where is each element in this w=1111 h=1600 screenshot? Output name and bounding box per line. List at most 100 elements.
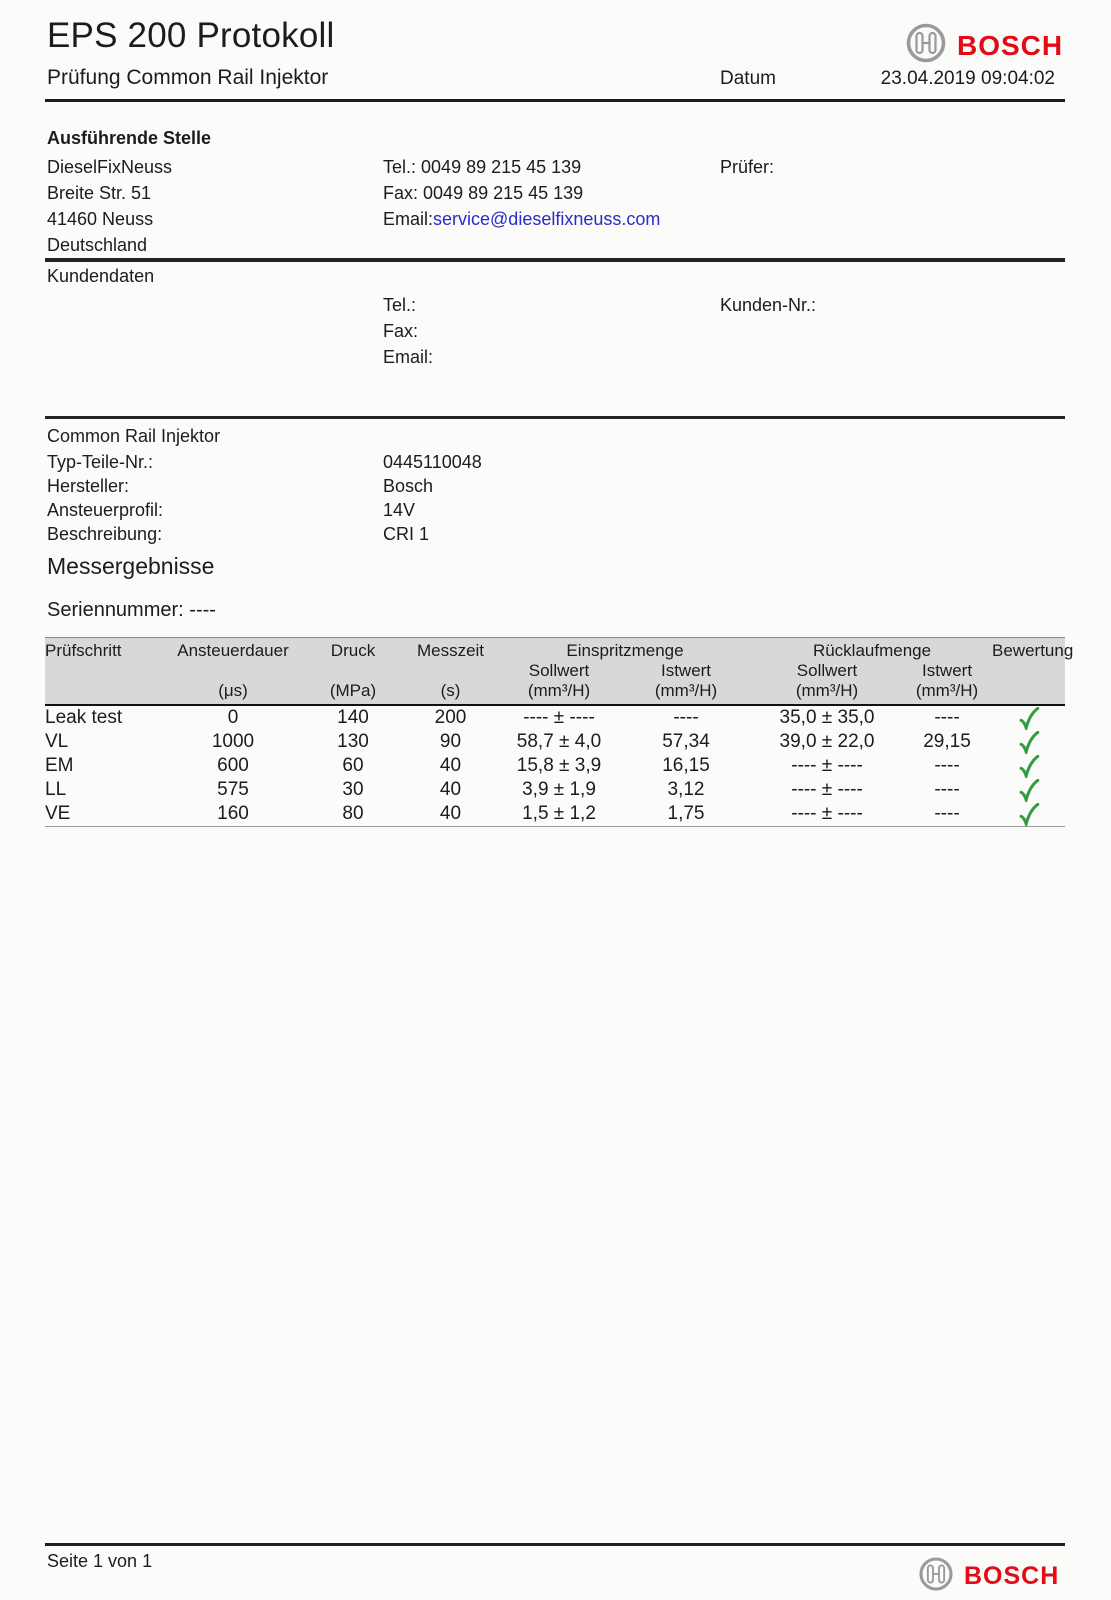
rating-pass-check-icon [992, 778, 1065, 802]
serial-value: ---- [189, 599, 216, 621]
page-title: EPS 200 Protokoll [47, 16, 335, 55]
customer-fax-label: Fax: [383, 321, 419, 341]
executing-site-address: DieselFixNeuss Breite Str. 51 41460 Neus… [47, 154, 172, 258]
customer-number-label: Kunden-Nr.: [720, 295, 817, 315]
col-return-flow: Rücklaufmenge [752, 637, 993, 661]
cell-inj-act: ---- [673, 707, 699, 729]
bosch-wordmark: BOSCH [964, 1562, 1060, 1590]
table-row: Leak test 0 140 200 ---- ± ---- ---- 35,… [45, 705, 1065, 730]
cell-ret-act: 29,15 [923, 731, 971, 753]
cell-ret-act: ---- [934, 755, 960, 777]
serial-label: Seriennummer: [47, 599, 184, 621]
description-label: Beschreibung: [47, 524, 163, 544]
serial-number-line: Seriennummer: ---- [47, 599, 216, 622]
customer-contact: Tel.: Fax: Email: [383, 292, 433, 370]
cell-duration: 0 [227, 707, 239, 729]
rating-pass-check-icon [992, 754, 1065, 778]
cell-step: EM [45, 755, 74, 777]
profile-label: Ansteuerprofil: [47, 500, 164, 520]
type-part-value: 0445110048 [383, 452, 482, 472]
manufacturer-label: Hersteller: [47, 476, 130, 496]
col-step: Prüfschritt [45, 637, 163, 661]
table-subheader-row: Sollwert Istwert Sollwert Istwert [45, 661, 1065, 681]
unit-us: (μs) [163, 681, 303, 706]
fax-label: Fax: [383, 183, 419, 203]
col-injection: Einspritzmenge [498, 637, 753, 661]
section-divider [45, 416, 1065, 419]
profile-value: 14V [383, 500, 416, 520]
unit-mpa: (MPa) [303, 681, 403, 706]
footer-divider [45, 1543, 1065, 1546]
address-line: 41460 Neuss [47, 209, 154, 229]
cell-pressure: 30 [342, 779, 364, 801]
cell-time: 40 [439, 755, 462, 777]
description-value: CRI 1 [383, 524, 430, 544]
col-time: Messzeit [403, 637, 498, 661]
email-line: Email:service@dieselfixneuss.com [383, 206, 660, 232]
cell-duration: 600 [217, 755, 249, 777]
cell-ret-set: 39,0 ± 22,0 [779, 731, 875, 753]
col-return-actual: Istwert [921, 661, 973, 680]
cell-ret-act: ---- [934, 707, 960, 729]
cell-time: 40 [403, 802, 498, 827]
cell-step: Leak test [45, 707, 123, 729]
cell-inj-set: 1,5 ± 1,2 [498, 802, 620, 827]
examiner-label: Prüfer: [720, 157, 775, 177]
rating-pass-check-icon [992, 730, 1065, 754]
customer-tel-label: Tel.: [383, 295, 417, 315]
customer-email-label: Email: [383, 347, 434, 367]
fax-value: 0049 89 215 45 139 [423, 183, 584, 203]
injector-labels: Typ-Teile-Nr.: Hersteller: Ansteuerprofi… [47, 450, 163, 546]
section-divider [45, 258, 1065, 262]
cell-ret-set: ---- ± ---- [791, 779, 863, 801]
cell-ret-act: ---- [934, 779, 960, 801]
date-label: Datum [720, 68, 776, 89]
results-heading: Messergebnisse [47, 553, 215, 579]
executing-site-heading: Ausführende Stelle [47, 128, 212, 148]
executing-site-contact: Tel.: 0049 89 215 45 139 Fax: 0049 89 21… [383, 154, 660, 232]
customer-heading: Kundendaten [47, 266, 155, 286]
tel-line: Tel.: 0049 89 215 45 139 [383, 154, 660, 180]
page-number: Seite 1 von 1 [47, 1551, 153, 1571]
cell-duration: 575 [217, 779, 249, 801]
unit-mm3h: (mm³/H) [752, 681, 903, 706]
email-link[interactable]: service@dieselfixneuss.com [433, 209, 661, 229]
type-part-label: Typ-Teile-Nr.: [47, 452, 154, 472]
email-label: Email: [383, 209, 434, 229]
cell-pressure: 130 [337, 731, 369, 753]
bosch-armature-icon [918, 1556, 954, 1597]
cell-ret-set: 35,0 ± 35,0 [779, 707, 875, 729]
cell-pressure: 80 [303, 802, 403, 827]
cell-inj-set: 3,9 ± 1,9 [522, 779, 596, 801]
bosch-logo: BOSCH [905, 22, 1063, 69]
table-row: VL 1000 130 90 58,7 ± 4,0 57,34 39,0 ± 2… [45, 730, 1065, 754]
manufacturer-value: Bosch [383, 476, 434, 496]
cell-ret-act: ---- [902, 802, 993, 827]
rating-pass-check-icon [992, 802, 1066, 827]
col-pressure: Druck [303, 637, 403, 661]
cell-ret-set: ---- ± ---- [752, 802, 903, 827]
cell-duration: 160 [163, 802, 303, 827]
cell-time: 40 [439, 779, 462, 801]
table-header-row: Prüfschritt Ansteuerdauer Druck Messzeit… [45, 637, 1073, 661]
injector-values: 0445110048 Bosch 14V CRI 1 [383, 450, 482, 546]
cell-pressure: 60 [342, 755, 364, 777]
table-row: VE 160 80 40 1,5 ± 1,2 1,75 ---- ± ---- … [45, 802, 1066, 827]
table-row: EM 600 60 40 15,8 ± 3,9 16,15 ---- ± ---… [45, 754, 1065, 778]
table-units-row: (μs) (MPa) (s) (mm³/H) (mm³/H) (mm³/H) (… [45, 681, 1066, 706]
cell-pressure: 140 [337, 707, 369, 729]
bosch-logo-footer: BOSCH [918, 1556, 1059, 1597]
col-rating: Bewertung [992, 637, 1073, 661]
col-injection-actual: Istwert [660, 661, 712, 680]
cell-inj-act: 57,34 [662, 731, 710, 753]
date-value: 23.04.2019 09:04:02 [880, 68, 1055, 89]
cell-step: LL [45, 779, 67, 801]
cell-duration: 1000 [211, 731, 255, 753]
tel-label: Tel.: [383, 157, 417, 177]
col-injection-setpoint: Sollwert [528, 661, 590, 680]
bosch-wordmark: BOSCH [957, 29, 1064, 61]
header-divider [45, 99, 1065, 102]
rating-pass-check-icon [992, 705, 1065, 730]
document-subtitle: Prüfung Common Rail Injektor [47, 66, 329, 89]
